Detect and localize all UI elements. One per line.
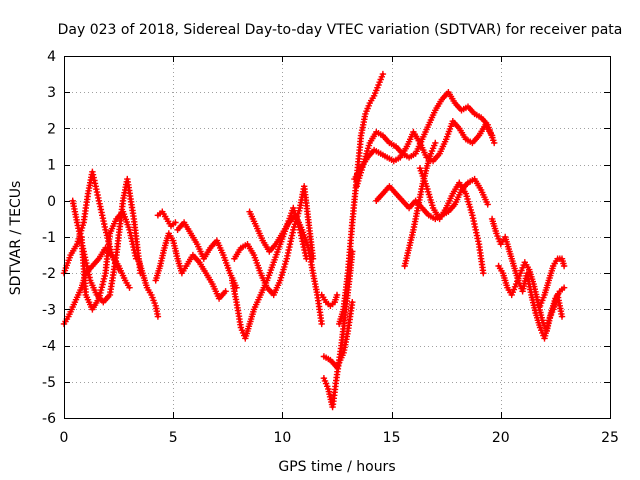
data-series [60, 70, 568, 411]
data-point [318, 320, 325, 328]
data-point [480, 270, 487, 277]
data-point [222, 288, 229, 295]
data-point [132, 252, 139, 259]
y-axis-label: SDTVAR / TECUs [8, 181, 24, 296]
data-point [94, 191, 101, 199]
data-point [154, 313, 162, 320]
data-point [560, 262, 568, 270]
data-point [349, 299, 356, 306]
x-tick-label: 5 [169, 430, 178, 446]
data-point [333, 291, 341, 299]
series-track-22 [495, 259, 568, 335]
y-tick-label: 2 [47, 121, 56, 137]
data-point [73, 219, 81, 226]
series-track-21 [488, 215, 566, 342]
series-track-23 [536, 255, 568, 309]
x-tick-label: 10 [273, 430, 291, 446]
y-tick-label: 0 [47, 194, 56, 210]
data-point [484, 201, 491, 208]
data-point [99, 281, 106, 288]
y-tick-label: -2 [42, 266, 56, 282]
data-point [90, 174, 97, 181]
y-tick-label: -3 [42, 302, 56, 318]
x-axis-label: GPS time / hours [278, 459, 395, 475]
x-tick-label: 25 [601, 430, 619, 446]
y-tick-label: 1 [47, 158, 56, 174]
series-track-8 [154, 208, 179, 230]
y-tick-label: 3 [47, 85, 56, 101]
data-point [172, 219, 179, 226]
series-track-7 [174, 219, 240, 291]
data-point [432, 139, 439, 147]
y-tick-label: 4 [47, 49, 56, 65]
series-track-17 [351, 118, 496, 183]
y-tick-label: -1 [42, 230, 56, 246]
data-point [99, 212, 106, 219]
x-tick-label: 0 [60, 430, 69, 446]
data-point [379, 70, 387, 78]
axis-ticks: 0 5 10 15 20 25 -6 -5 -4 -3 -2 -1 0 1 2 3 4 [42, 49, 619, 446]
series-track-20 [416, 165, 487, 277]
x-tick-label: 15 [383, 430, 401, 446]
data-point [491, 139, 498, 147]
data-point [558, 313, 566, 320]
x-tick-label: 20 [492, 430, 510, 446]
y-tick-label: -5 [42, 375, 56, 391]
series-track-6 [152, 230, 229, 302]
series-track-5 [135, 255, 162, 320]
series-track-11 [246, 208, 325, 328]
data-point [96, 200, 103, 207]
y-tick-label: -6 [42, 411, 56, 427]
chart-title: Day 023 of 2018, Sidereal Day-to-day VTE… [58, 22, 623, 38]
y-tick-label: -4 [42, 339, 56, 355]
data-point [488, 132, 496, 139]
data-point [126, 284, 133, 291]
series-track-12 [318, 291, 341, 309]
data-point [560, 284, 568, 291]
series-track-14 [320, 299, 356, 371]
